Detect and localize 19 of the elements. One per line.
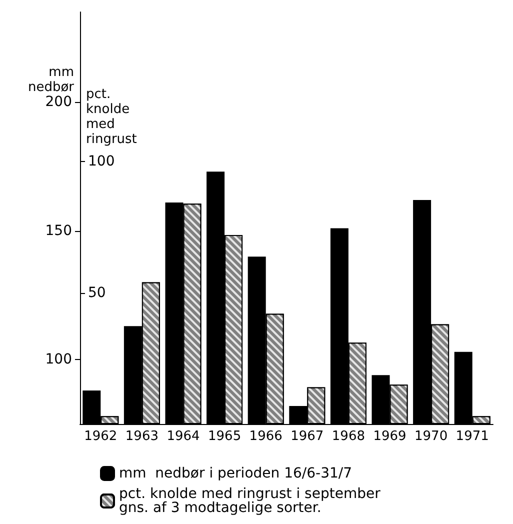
y-axis-title: mm nedbør: [28, 65, 75, 96]
x-tick-label: 1969: [373, 429, 406, 444]
x-tick-label: 1968: [332, 429, 365, 444]
x-tick-label: 1963: [125, 429, 158, 444]
y2-axis-title: pct. knolde med ringrust: [86, 87, 137, 147]
y-tick-label: 150: [45, 222, 72, 239]
x-tick-label: 1962: [84, 429, 118, 444]
y2-tick-label: 100: [88, 154, 115, 170]
y-tick-label: 200: [45, 94, 72, 110]
y-tick-label: 100: [45, 352, 72, 368]
x-tick-label: 1965: [208, 429, 242, 444]
legend-label: mm nedbør i perioden 16/6-31/7: [119, 466, 352, 482]
x-tick-label: 1970: [414, 429, 448, 444]
x-tick-label: 1967: [290, 429, 324, 444]
x-tick-label: 1971: [456, 429, 489, 444]
x-tick-label: 1966: [249, 429, 282, 444]
legend-label: pct. knolde med ringrust i september gns. af 3 modtagelige sorter.: [119, 486, 381, 516]
y2-tick-label: 50: [88, 284, 106, 301]
x-tick-label: 1964: [166, 429, 200, 444]
